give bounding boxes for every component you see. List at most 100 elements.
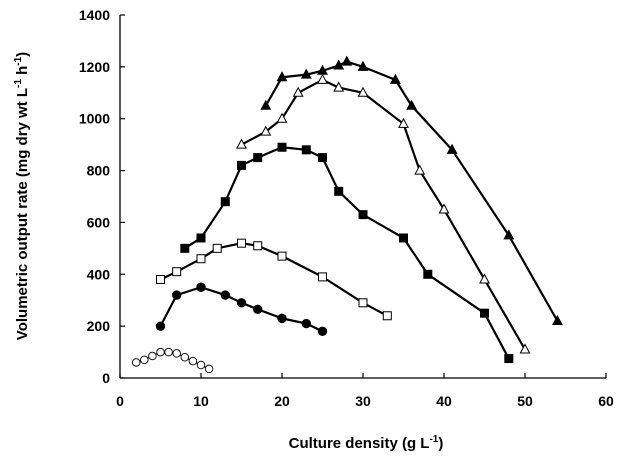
x-tick-label: 50 (517, 393, 533, 409)
y-tick-label: 0 (102, 370, 110, 386)
data-point-square-filled (480, 308, 489, 318)
series-square-filled (180, 142, 514, 364)
data-point-triangle-filled (276, 71, 288, 82)
data-point-square-open (212, 243, 222, 253)
data-point-triangle-open (236, 138, 247, 149)
data-point-circle-filled (172, 290, 182, 300)
data-point-triangle-open (398, 117, 409, 128)
data-point-triangle-open (438, 203, 450, 214)
data-point-square-filled (334, 186, 344, 196)
data-point-circle-open (156, 347, 165, 357)
data-point-triangle-open (317, 73, 328, 84)
data-point-circle-filled (220, 290, 231, 300)
data-point-square-filled (399, 233, 408, 243)
x-axis-title-tail: ) (438, 435, 443, 452)
data-point-circle-open (148, 351, 157, 361)
x-tick-label: 40 (436, 393, 452, 409)
x-axis-title: Culture density (g L-1) (289, 434, 444, 452)
data-point-triangle-filled (503, 229, 515, 240)
data-point-circle-filled (155, 321, 166, 331)
data-point-circle-filled (277, 313, 287, 324)
data-point-triangle-filled (260, 99, 272, 110)
y-axis-title: Volumetric output rate (mg dry wt L-1 h-… (13, 52, 31, 340)
series-triangle-open (236, 73, 531, 354)
y-tick-label: 400 (87, 266, 111, 282)
data-point-square-filled (196, 233, 206, 243)
data-point-triangle-open (333, 81, 345, 92)
data-point-circle-open (188, 356, 198, 366)
data-point-triangle-filled (406, 99, 418, 110)
data-point-triangle-filled (551, 314, 563, 325)
y-tick-label: 1200 (79, 59, 110, 75)
x-tick-label: 20 (274, 393, 290, 409)
data-point-square-open (318, 272, 327, 282)
data-point-square-open (382, 311, 392, 321)
data-point-triangle-open (276, 112, 288, 123)
data-point-circle-filled (196, 282, 206, 292)
data-point-triangle-filled (446, 143, 458, 154)
series-circle-filled (155, 282, 328, 337)
x-tick-label: 60 (598, 393, 614, 409)
x-tick-label: 30 (355, 393, 371, 409)
y-tick-label: 600 (87, 214, 111, 230)
y-axis-title-part: ) (14, 52, 31, 57)
y-axis-title-part: -1 (13, 56, 24, 65)
data-point-square-filled (253, 153, 263, 163)
data-point-triangle-filled (300, 68, 312, 79)
data-point-circle-open (164, 347, 173, 357)
data-point-square-open (358, 298, 368, 308)
data-point-triangle-open (357, 86, 369, 97)
data-point-square-filled (423, 269, 433, 279)
data-point-square-filled (277, 142, 287, 152)
y-tick-label: 1400 (79, 7, 110, 23)
labels: 0 200 400 600 800 1000 1200 1400 0 10 20 30 40 50 60 Cu… (13, 7, 614, 452)
data-point-square-open (196, 254, 206, 264)
data-point-square-open (172, 267, 182, 277)
data-point-circle-filled (253, 304, 263, 314)
data-point-circle-filled (236, 298, 247, 308)
data-point-circle-open (172, 349, 181, 358)
data-point-square-filled (220, 197, 230, 207)
data-point-triangle-open (292, 86, 304, 97)
series-line-square-open (160, 242, 388, 317)
data-point-circle-open (180, 353, 190, 362)
x-axis-title-sup: -1 (429, 434, 438, 445)
data-point-circle-open (196, 360, 206, 370)
series-line-square-filled (184, 146, 510, 360)
data-point-triangle-filled (357, 60, 369, 71)
data-point-square-open (237, 238, 246, 248)
y-axis-title-part: Volumetric output rate (mg dry wt L (14, 88, 31, 340)
x-tick-label: 0 (116, 393, 124, 409)
data-point-square-filled (237, 160, 246, 170)
data-point-triangle-open (260, 125, 272, 136)
data-point-circle-open (140, 355, 149, 365)
series-circle-open (131, 347, 214, 374)
y-tick-label: 1000 (79, 111, 110, 127)
data-point-square-open (277, 251, 287, 261)
y-tick-label: 200 (87, 318, 111, 334)
y-axis-title-part: h (14, 66, 31, 79)
data-point-circle-open (204, 364, 214, 374)
data-point-square-filled (301, 145, 311, 155)
data-point-triangle-filled (341, 55, 353, 66)
series-line-triangle-filled (264, 60, 559, 322)
axes (119, 14, 607, 379)
data-point-circle-filled (301, 318, 311, 329)
data-point-square-open (156, 274, 165, 284)
series-square-open (156, 238, 392, 321)
series-triangle-filled (260, 55, 563, 325)
data-point-triangle-open (414, 164, 426, 175)
data-point-triangle-filled (389, 73, 401, 84)
data-point-square-filled (358, 210, 368, 220)
x-axis-title-base: Culture density (g L (289, 435, 430, 452)
series-layer (131, 55, 563, 374)
data-point-square-filled (318, 153, 327, 163)
data-point-square-filled (504, 354, 514, 364)
series-line-circle-filled (159, 286, 323, 333)
data-point-triangle-open (479, 273, 490, 284)
y-tick-label: 800 (87, 163, 111, 179)
data-point-square-filled (180, 243, 190, 253)
data-point-circle-open (131, 358, 141, 367)
data-point-circle-filled (317, 326, 328, 337)
